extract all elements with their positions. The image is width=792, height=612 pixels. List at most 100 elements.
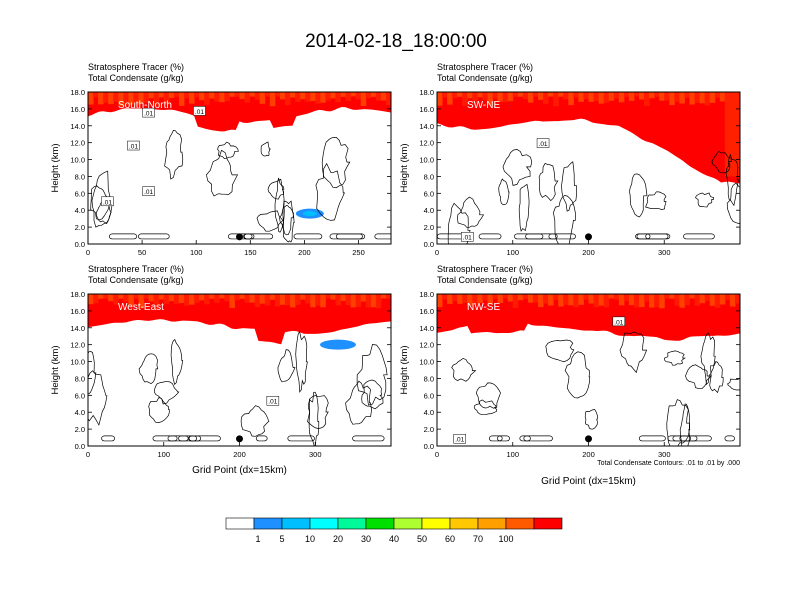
contour-line xyxy=(154,380,180,405)
tracer-streak xyxy=(543,294,549,304)
tracer-streak xyxy=(613,92,620,99)
tracer-streak xyxy=(199,294,205,301)
tracer-streak xyxy=(133,294,139,299)
tracer-streak xyxy=(279,294,286,305)
colorbar-label: 50 xyxy=(417,534,427,544)
tracer-wall xyxy=(724,92,740,177)
colorbar-swatch xyxy=(337,517,367,530)
contour-label-box xyxy=(536,138,550,148)
contour-line xyxy=(170,338,184,386)
tracer-streak xyxy=(679,294,685,308)
contour-line xyxy=(240,405,270,437)
tracer-streak xyxy=(497,294,504,303)
tracer-streak xyxy=(664,92,670,101)
tracer-streak xyxy=(355,294,362,308)
tracer-streak xyxy=(269,294,276,300)
x-tick-label: 200 xyxy=(582,450,595,459)
tracer-streak xyxy=(457,294,463,304)
colorbar-label: 60 xyxy=(445,534,455,544)
panel-0: Stratosphere Tracer (%)Total Condensate … xyxy=(50,62,392,257)
tracer-streak xyxy=(568,92,574,106)
tracer-streak xyxy=(603,92,610,103)
tracer-streak xyxy=(173,92,180,97)
figure-title: 2014-02-18_18:00:00 xyxy=(305,31,487,52)
tracer-streak xyxy=(628,294,635,306)
tracer-streak xyxy=(512,92,519,97)
tracer-streak xyxy=(532,92,539,97)
tracer-streak xyxy=(259,294,266,304)
tracer-streak xyxy=(452,294,458,302)
tracer-streak xyxy=(548,294,554,306)
tracer-streak xyxy=(98,294,104,299)
tracer-field xyxy=(437,294,740,341)
y-tick-label: 2.0 xyxy=(424,425,434,434)
tracer-streak xyxy=(603,294,610,308)
tracer-streak xyxy=(502,92,509,103)
y-tick-label: 0.0 xyxy=(75,442,85,451)
y-axis-label: Height (km) xyxy=(399,345,410,394)
tracer-streak xyxy=(375,92,382,101)
tracer-field xyxy=(437,92,740,184)
y-tick-label: 0.0 xyxy=(424,442,434,451)
tracer-streak xyxy=(290,92,296,98)
tracer-streak xyxy=(128,294,134,306)
panel-header-condensate: Total Condensate (g/kg) xyxy=(88,73,184,83)
contour-line xyxy=(645,191,667,210)
tracer-streak xyxy=(724,294,731,301)
tracer-streak xyxy=(654,92,660,97)
tracer-streak xyxy=(644,92,650,106)
tracer-streak xyxy=(310,294,316,308)
tracer-streak xyxy=(158,92,165,98)
y-tick-label: 0.0 xyxy=(424,240,434,249)
tracer-streak xyxy=(613,294,620,300)
tracer-streak xyxy=(300,92,306,100)
x-axis-label: Grid Point (dx=15km) xyxy=(541,476,636,487)
y-tick-label: 4.0 xyxy=(424,408,434,417)
panel-header-tracer: Stratosphere Tracer (%) xyxy=(88,62,184,72)
contour-line xyxy=(267,178,285,200)
tracer-streak xyxy=(633,294,640,308)
tracer-streak xyxy=(452,92,458,98)
tracer-streak xyxy=(719,92,726,102)
tracer-streak xyxy=(548,92,554,97)
contour-line xyxy=(356,344,388,406)
tracer-streak xyxy=(244,92,251,103)
tracer-streak xyxy=(633,92,640,97)
tracer-streak xyxy=(659,294,665,309)
contour-line xyxy=(679,403,691,446)
tracer-field xyxy=(88,294,391,350)
tracer-streak xyxy=(472,294,478,305)
y-tick-label: 2.0 xyxy=(75,425,85,434)
tracer-streak xyxy=(350,294,357,308)
tracer-streak xyxy=(442,92,448,98)
tracer-streak xyxy=(578,294,584,305)
y-tick-label: 8.0 xyxy=(75,374,85,383)
tracer-streak xyxy=(563,294,569,305)
tracer-streak xyxy=(689,92,696,105)
y-axis-label: Height (km) xyxy=(399,143,410,192)
tracer-streak xyxy=(684,92,690,98)
tracer-streak xyxy=(482,92,488,101)
colorbar-swatch xyxy=(309,517,339,530)
contour-line xyxy=(352,435,385,442)
contour-line xyxy=(488,435,503,442)
x-tick-label: 300 xyxy=(309,450,322,459)
tracer-streak xyxy=(148,294,155,302)
tracer-streak xyxy=(694,294,701,306)
tracer-streak xyxy=(563,92,569,100)
y-tick-label: 8.0 xyxy=(424,172,434,181)
tracer-streak xyxy=(492,294,499,299)
tracer-streak xyxy=(305,92,311,102)
contour-label-box xyxy=(142,186,155,196)
tracer-streak xyxy=(618,92,625,103)
tracer-streak xyxy=(249,294,256,303)
contour-line xyxy=(374,233,391,240)
contour-label: .01 xyxy=(268,399,277,406)
tracer-streak xyxy=(189,294,195,305)
tracer-streak xyxy=(330,294,336,300)
tracer-streak xyxy=(719,294,726,305)
contour-line xyxy=(645,233,671,240)
x-tick-label: 100 xyxy=(506,248,519,257)
tracer-streak xyxy=(507,294,514,302)
tracer-streak xyxy=(325,92,331,101)
